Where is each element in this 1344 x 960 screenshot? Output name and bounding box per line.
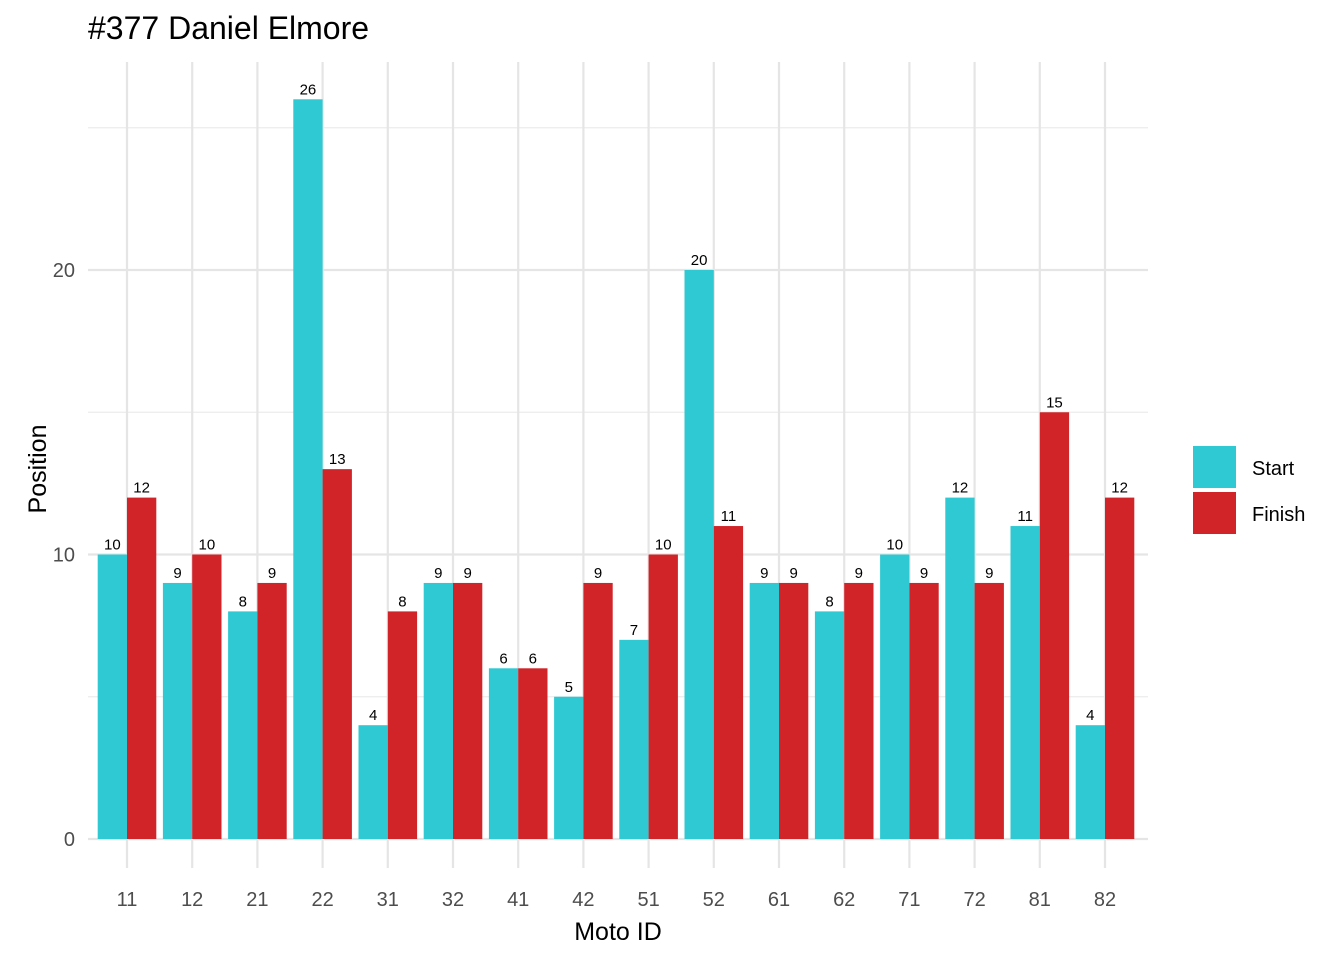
x-tick-label: 61 <box>768 889 790 911</box>
y-axis-ticks: 0 10 20 <box>53 260 75 851</box>
data-label-start-31: 4 <box>369 707 377 724</box>
data-label-finish-21: 9 <box>268 565 276 582</box>
bar-finish-42 <box>583 582 613 839</box>
x-axis-title: Moto ID <box>574 918 662 946</box>
bar-start-31 <box>358 725 388 839</box>
bar-start-72 <box>945 497 975 839</box>
data-label-finish-32: 9 <box>463 565 471 582</box>
bar-finish-32 <box>453 582 483 839</box>
data-label-start-42: 5 <box>565 679 573 696</box>
data-label-start-82: 4 <box>1086 707 1094 724</box>
data-label-finish-42: 9 <box>594 565 602 582</box>
bar-finish-72 <box>974 582 1004 839</box>
legend-label-finish: Finish <box>1252 504 1305 526</box>
data-label-start-51: 7 <box>630 622 638 639</box>
bar-start-61 <box>749 582 779 839</box>
x-tick-label: 31 <box>377 889 399 911</box>
bar-start-11 <box>97 554 127 839</box>
data-label-start-32: 9 <box>434 565 442 582</box>
data-label-finish-81: 15 <box>1046 394 1063 411</box>
x-tick-label: 51 <box>637 889 659 911</box>
x-axis-ticks: 11 12 21 22 31 32 41 42 51 52 61 62 71 72 81 82 <box>117 889 1117 911</box>
bar-start-71 <box>880 554 910 839</box>
bar-finish-11 <box>127 497 157 839</box>
data-label-start-41: 6 <box>499 650 507 667</box>
data-label-finish-72: 9 <box>985 565 993 582</box>
data-label-start-22: 26 <box>300 81 317 98</box>
data-label-start-11: 10 <box>104 537 121 554</box>
x-tick-label: 42 <box>572 889 594 911</box>
data-label-start-72: 12 <box>952 480 969 497</box>
bar-start-62 <box>814 611 845 839</box>
y-tick-label: 0 <box>64 829 75 851</box>
data-label-start-12: 9 <box>173 565 181 582</box>
bar-finish-81 <box>1039 412 1070 839</box>
chart-title: #377 Daniel Elmore <box>88 10 369 46</box>
x-tick-label: 82 <box>1094 889 1116 911</box>
bar-start-51 <box>619 639 649 839</box>
x-tick-label: 12 <box>181 889 203 911</box>
bar-finish-12 <box>192 554 222 839</box>
bar-finish-71 <box>909 582 939 839</box>
x-tick-label: 81 <box>1029 889 1051 911</box>
data-label-start-61: 9 <box>760 565 768 582</box>
bar-start-12 <box>162 582 193 839</box>
bar-finish-21 <box>257 582 287 839</box>
bar-finish-51 <box>648 554 678 839</box>
data-label-finish-51: 10 <box>655 537 672 554</box>
bar-start-32 <box>423 582 453 839</box>
bars <box>97 99 1135 840</box>
bar-finish-52 <box>713 526 744 839</box>
bar-start-22 <box>293 99 323 840</box>
data-label-finish-11: 12 <box>133 480 150 497</box>
data-label-start-71: 10 <box>886 537 903 554</box>
data-label-finish-62: 9 <box>855 565 863 582</box>
y-axis-title: Position <box>24 425 52 514</box>
data-label-finish-31: 8 <box>398 593 406 610</box>
y-tick-label: 20 <box>53 260 75 282</box>
bar-start-42 <box>554 696 584 839</box>
data-label-finish-82: 12 <box>1111 480 1128 497</box>
data-label-start-21: 8 <box>239 593 247 610</box>
data-label-finish-52: 11 <box>721 508 737 525</box>
x-tick-label: 72 <box>963 889 985 911</box>
x-tick-label: 22 <box>311 889 333 911</box>
x-tick-label: 21 <box>246 889 268 911</box>
bar-start-21 <box>228 611 258 839</box>
bar-start-52 <box>684 270 714 839</box>
legend-swatch-finish <box>1193 492 1236 534</box>
bar-finish-41 <box>518 668 548 839</box>
data-label-finish-12: 10 <box>199 537 216 554</box>
bar-finish-62 <box>844 582 874 839</box>
data-label-finish-41: 6 <box>529 650 537 667</box>
bar-finish-22 <box>322 469 352 839</box>
x-tick-label: 71 <box>898 889 920 911</box>
data-label-finish-22: 13 <box>329 451 346 468</box>
legend-label-start: Start <box>1252 458 1295 480</box>
legend: Start Finish <box>1193 446 1305 534</box>
bar-start-41 <box>488 668 519 839</box>
x-tick-label: 11 <box>117 889 138 911</box>
data-label-start-62: 8 <box>825 593 833 610</box>
bar-finish-61 <box>779 582 809 839</box>
data-labels: 10 12 9 10 8 9 26 13 4 8 9 9 6 6 5 9 7 10 20 11 9 9 8 9 10 9 12 9 11… <box>104 81 1128 724</box>
y-tick-label: 10 <box>53 545 75 567</box>
bar-finish-82 <box>1105 497 1135 839</box>
x-tick-label: 52 <box>703 889 725 911</box>
data-label-finish-71: 9 <box>920 565 928 582</box>
x-tick-label: 32 <box>442 889 464 911</box>
legend-swatch-start <box>1193 446 1236 488</box>
data-label-start-81: 11 <box>1017 508 1033 525</box>
bar-start-82 <box>1075 725 1105 839</box>
x-tick-label: 62 <box>833 889 855 911</box>
data-label-finish-61: 9 <box>789 565 797 582</box>
bar-start-81 <box>1010 526 1040 839</box>
bar-finish-31 <box>387 611 418 839</box>
data-label-start-52: 20 <box>691 252 708 269</box>
x-tick-label: 41 <box>507 889 529 911</box>
